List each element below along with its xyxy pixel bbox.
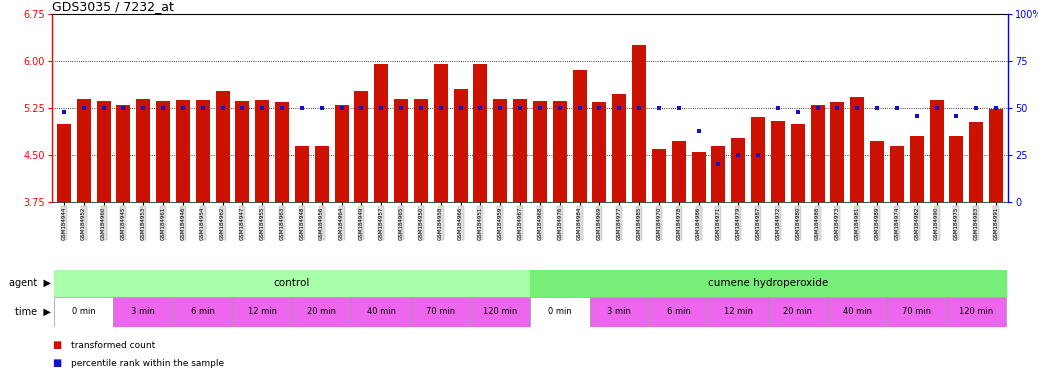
Bar	[334, 105, 349, 202]
Text: 20 min: 20 min	[307, 308, 336, 316]
Bar	[632, 45, 646, 202]
Bar	[850, 98, 865, 202]
Bar	[768, 297, 827, 327]
Bar	[593, 102, 606, 202]
Text: 120 min: 120 min	[483, 308, 517, 316]
Bar	[295, 146, 309, 202]
Bar	[216, 91, 229, 202]
Bar	[811, 105, 824, 202]
Bar	[947, 297, 1006, 327]
Text: 3 min: 3 min	[131, 308, 155, 316]
Text: 20 min: 20 min	[784, 308, 813, 316]
Bar	[890, 146, 904, 202]
Bar	[156, 101, 170, 202]
Bar	[709, 297, 768, 327]
Bar	[950, 136, 963, 202]
Text: control: control	[274, 278, 310, 288]
Bar	[573, 70, 586, 202]
Bar	[652, 149, 665, 202]
Text: 120 min: 120 min	[959, 308, 993, 316]
Bar	[97, 101, 110, 202]
Bar	[530, 270, 1006, 297]
Bar	[196, 100, 210, 202]
Text: GDS3035 / 7232_at: GDS3035 / 7232_at	[52, 0, 174, 13]
Bar	[354, 91, 368, 202]
Text: time  ▶: time ▶	[16, 307, 51, 317]
Bar	[530, 297, 590, 327]
Bar	[649, 297, 709, 327]
Bar	[672, 141, 686, 202]
Bar	[113, 297, 173, 327]
Text: 40 min: 40 min	[366, 308, 395, 316]
Bar	[910, 136, 924, 202]
Text: 40 min: 40 min	[843, 308, 872, 316]
Bar	[830, 102, 844, 202]
Text: 3 min: 3 min	[607, 308, 631, 316]
Text: 70 min: 70 min	[427, 308, 456, 316]
Text: 0 min: 0 min	[548, 308, 572, 316]
Bar	[930, 100, 944, 202]
Text: 6 min: 6 min	[191, 308, 215, 316]
Bar	[77, 99, 90, 202]
Text: cumene hydroperoxide: cumene hydroperoxide	[708, 278, 828, 288]
Bar	[54, 270, 530, 297]
Bar	[375, 63, 388, 202]
Bar	[711, 146, 726, 202]
Bar	[116, 105, 131, 202]
Text: ■: ■	[52, 340, 61, 350]
Text: agent  ▶: agent ▶	[9, 278, 51, 288]
Bar	[553, 101, 567, 202]
Bar	[352, 297, 411, 327]
Text: 70 min: 70 min	[902, 308, 931, 316]
Bar	[434, 63, 447, 202]
Bar	[255, 100, 269, 202]
Bar	[752, 118, 765, 202]
Bar	[394, 99, 408, 202]
Bar	[57, 124, 71, 202]
Bar	[989, 109, 1003, 202]
Bar	[532, 101, 547, 202]
Bar	[827, 297, 887, 327]
Bar	[315, 146, 329, 202]
Bar	[493, 99, 508, 202]
Bar	[454, 89, 467, 202]
Bar	[870, 141, 884, 202]
Bar	[236, 101, 249, 202]
Text: 12 min: 12 min	[723, 308, 753, 316]
Bar	[732, 138, 745, 202]
Bar	[691, 152, 706, 202]
Text: ■: ■	[52, 358, 61, 368]
Bar	[292, 297, 352, 327]
Bar	[969, 122, 983, 202]
Bar	[411, 297, 470, 327]
Bar	[275, 102, 289, 202]
Text: transformed count: transformed count	[71, 341, 155, 349]
Bar	[513, 99, 527, 202]
Bar	[473, 63, 488, 202]
Bar	[612, 94, 626, 202]
Bar	[233, 297, 292, 327]
Text: percentile rank within the sample: percentile rank within the sample	[71, 359, 224, 367]
Bar	[470, 297, 530, 327]
Bar	[414, 99, 428, 202]
Bar	[54, 297, 113, 327]
Text: 0 min: 0 min	[72, 308, 95, 316]
Bar	[887, 297, 947, 327]
Bar	[590, 297, 649, 327]
Text: 6 min: 6 min	[666, 308, 690, 316]
Bar	[791, 124, 804, 202]
Bar	[136, 99, 151, 202]
Bar	[771, 121, 785, 202]
Bar	[176, 100, 190, 202]
Bar	[173, 297, 233, 327]
Text: 12 min: 12 min	[248, 308, 277, 316]
